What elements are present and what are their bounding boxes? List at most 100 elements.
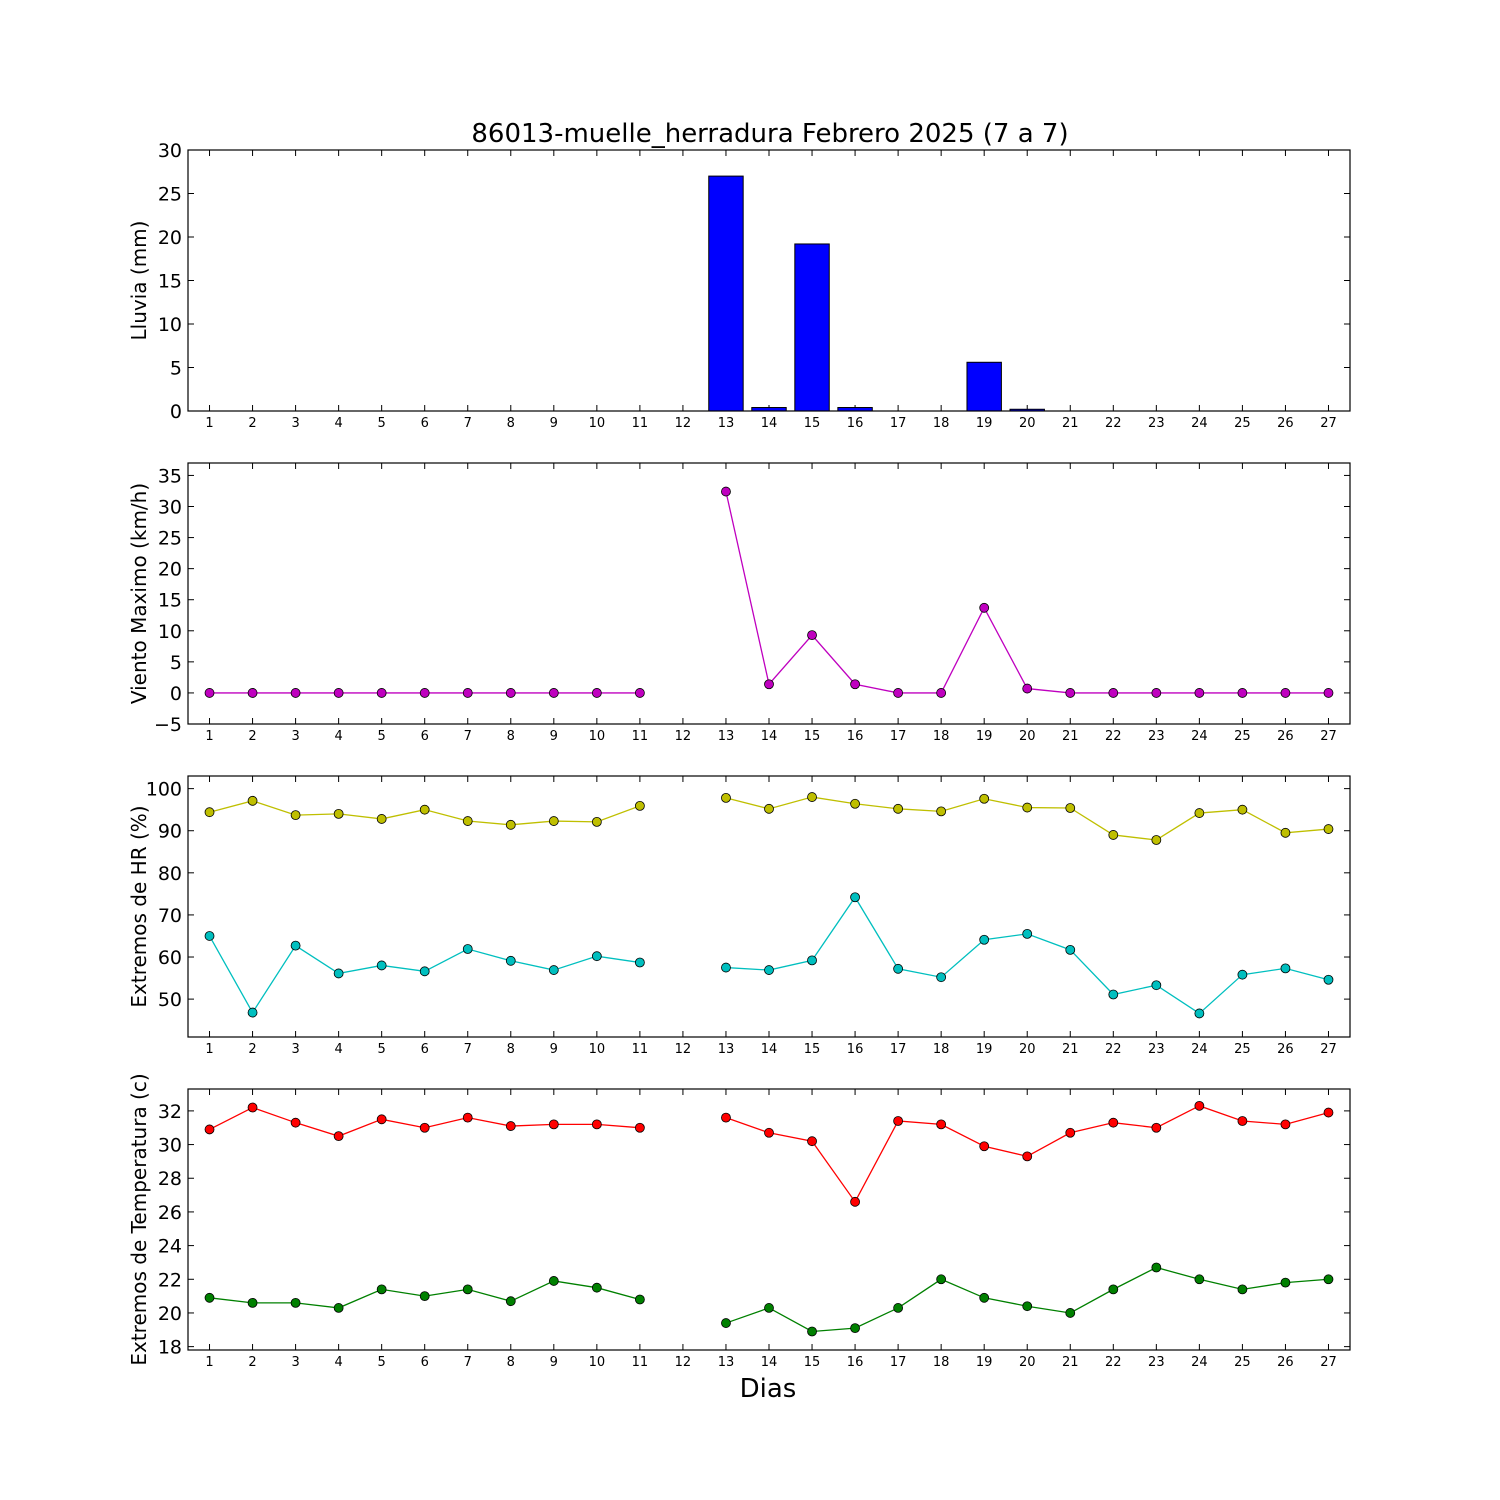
x-tick-label: 19 xyxy=(976,1042,993,1057)
series-1-point-day-26 xyxy=(1280,1119,1291,1130)
x-tick-label: 23 xyxy=(1148,1042,1165,1057)
bar-day-19 xyxy=(966,361,1002,412)
series-1-point-day-8 xyxy=(505,819,516,830)
x-tick-label: 12 xyxy=(675,729,692,744)
x-tick-label: 22 xyxy=(1105,1042,1122,1057)
x-tick-label: 27 xyxy=(1320,1042,1337,1057)
x-tick-label: 7 xyxy=(464,1042,472,1057)
y-axis-label: Extremos de HR (%) xyxy=(127,805,151,1007)
x-tick-label: 23 xyxy=(1148,1355,1165,1370)
y-tick-label: 0 xyxy=(170,683,182,705)
x-tick-label: 16 xyxy=(847,729,864,744)
series-1-point-day-16 xyxy=(850,679,860,690)
series-1-point-day-25 xyxy=(1237,688,1248,698)
series-1-point-day-6 xyxy=(419,1122,430,1133)
series-1-point-day-5 xyxy=(376,688,387,698)
x-tick-label: 20 xyxy=(1019,1042,1036,1057)
series-2-point-day-17 xyxy=(893,963,904,974)
bar-day-13 xyxy=(708,175,744,412)
series-1-point-day-21 xyxy=(1065,1127,1076,1138)
series-2-point-day-26 xyxy=(1280,963,1291,974)
x-tick-label: 21 xyxy=(1062,416,1079,431)
x-tick-label: 10 xyxy=(589,1042,606,1057)
series-1-point-day-26 xyxy=(1280,827,1291,838)
series-2-point-day-1 xyxy=(204,1292,215,1303)
y-tick-label: 25 xyxy=(158,184,182,206)
series-1-point-day-20 xyxy=(1022,1151,1033,1162)
x-tick-label: 6 xyxy=(421,416,429,431)
x-tick-label: 11 xyxy=(632,416,649,431)
x-tick-label: 19 xyxy=(976,1355,993,1370)
x-tick-label: 8 xyxy=(507,1355,515,1370)
series-1-point-day-11 xyxy=(634,688,645,698)
series-1-point-day-18 xyxy=(936,1119,947,1130)
x-tick-label: 15 xyxy=(804,729,821,744)
series-1-point-day-24 xyxy=(1194,808,1205,818)
y-tick-label: 70 xyxy=(158,905,182,927)
x-tick-label: 13 xyxy=(718,1042,735,1057)
x-tick-label: 2 xyxy=(248,729,256,744)
x-tick-label: 17 xyxy=(890,416,907,431)
x-tick-label: 19 xyxy=(976,729,993,744)
x-tick-label: 14 xyxy=(761,1355,778,1370)
series-2-point-day-11 xyxy=(634,957,645,968)
x-tick-label: 5 xyxy=(378,1042,386,1057)
series-2-point-day-6 xyxy=(419,966,430,977)
x-tick-label: 15 xyxy=(804,1042,821,1057)
series-1-point-day-16 xyxy=(850,798,860,809)
series-2-point-day-7 xyxy=(462,944,473,954)
y-tick-label: 24 xyxy=(158,1236,182,1258)
series-1-point-day-21 xyxy=(1065,803,1076,813)
series-2-point-day-5 xyxy=(376,960,387,971)
x-tick-label: 7 xyxy=(464,729,472,744)
series-1-point-day-5 xyxy=(376,814,387,824)
series-1-point-day-8 xyxy=(505,688,516,698)
series-2-point-day-5 xyxy=(376,1284,387,1295)
y-tick-label: 30 xyxy=(158,140,182,162)
x-tick-label: 6 xyxy=(421,1042,429,1057)
series-1-point-day-3 xyxy=(290,688,301,698)
series-2-point-day-3 xyxy=(290,1297,301,1308)
y-tick-label: 25 xyxy=(158,528,182,550)
x-tick-label: 3 xyxy=(291,1355,299,1370)
x-tick-label: 18 xyxy=(933,729,950,744)
series-1-point-day-26 xyxy=(1280,688,1291,698)
series-2-point-day-15 xyxy=(807,1326,817,1337)
series-2-point-day-1 xyxy=(204,931,215,941)
x-tick-label: 6 xyxy=(421,729,429,744)
x-tick-label: 27 xyxy=(1320,416,1337,431)
plot-frame xyxy=(187,1088,1351,1351)
series-2-point-day-21 xyxy=(1065,944,1076,955)
x-tick-label: 20 xyxy=(1019,1355,1036,1370)
x-tick-label: 8 xyxy=(507,729,515,744)
series-1-point-day-10 xyxy=(591,1119,602,1130)
x-tick-label: 24 xyxy=(1191,729,1208,744)
x-tick-label: 18 xyxy=(933,416,950,431)
series-2-point-day-14 xyxy=(764,965,774,975)
series-1-point-day-23 xyxy=(1151,688,1162,698)
series-2-point-day-10 xyxy=(591,1282,602,1293)
x-tick-label: 18 xyxy=(933,1042,950,1057)
plot-frame xyxy=(187,462,1351,725)
chart-title: 86013-muelle_herradura Febrero 2025 (7 a… xyxy=(471,119,1068,149)
x-tick-label: 16 xyxy=(847,1042,864,1057)
series-2-point-day-25 xyxy=(1237,969,1248,980)
y-tick-label: 10 xyxy=(158,314,182,336)
series-2-point-day-19 xyxy=(979,1292,990,1303)
series-2-point-day-22 xyxy=(1108,1284,1119,1295)
x-tick-label: 26 xyxy=(1277,416,1294,431)
series-1-point-day-2 xyxy=(247,1102,258,1113)
series-1-point-day-10 xyxy=(591,688,602,698)
y-tick-label: 50 xyxy=(158,989,182,1011)
series-1-point-day-9 xyxy=(548,688,559,698)
series-2-point-day-23 xyxy=(1151,1262,1162,1273)
x-tick-label: 1 xyxy=(205,729,213,744)
series-2-point-day-27 xyxy=(1323,1274,1334,1285)
series-1-point-day-23 xyxy=(1151,835,1162,845)
x-tick-label: 26 xyxy=(1277,1355,1294,1370)
x-tick-label: 1 xyxy=(205,1042,213,1057)
x-tick-label: 8 xyxy=(507,1042,515,1057)
series-1-point-day-24 xyxy=(1194,1100,1205,1111)
x-tick-label: 14 xyxy=(761,416,778,431)
